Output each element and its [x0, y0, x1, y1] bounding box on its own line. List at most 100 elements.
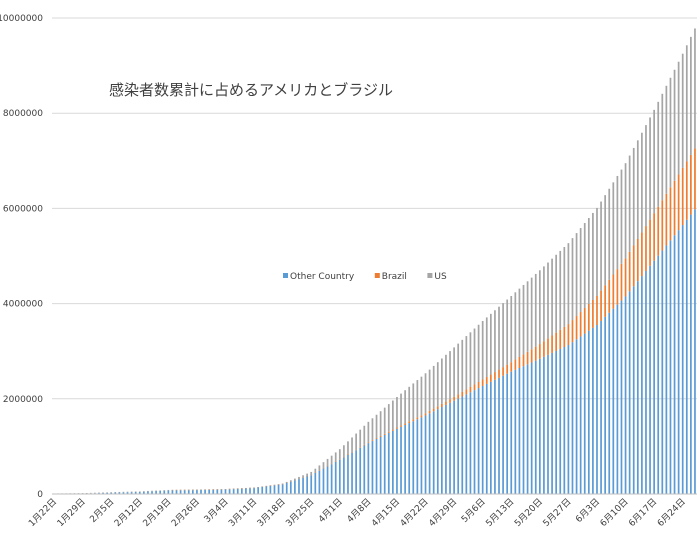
bar-segment-other	[200, 490, 202, 494]
bar-segment-us	[363, 425, 366, 445]
bar-segment-us	[649, 117, 651, 220]
bar-segment-brazil	[636, 239, 639, 282]
bar-segment-other	[383, 434, 386, 494]
x-tick-label: 3月4日	[202, 496, 231, 525]
x-tick-label: 4月22日	[398, 496, 431, 529]
bar-segment-us	[122, 491, 125, 493]
bar-segment-other	[616, 304, 619, 494]
bar-segment-us	[281, 483, 284, 485]
bar-segment-brazil	[657, 206, 660, 256]
bar-segment-us	[632, 147, 635, 246]
bar-segment-brazil	[641, 232, 643, 277]
bar-segment-brazil	[485, 377, 488, 384]
bar-segment-us	[506, 299, 509, 365]
bar-segment-other	[567, 345, 570, 494]
bar-segment-us	[375, 414, 378, 439]
bar-segment-other	[253, 488, 255, 494]
bar-segment-other	[665, 245, 668, 494]
bar-segment-us	[661, 93, 664, 201]
bar-segment-other	[534, 360, 537, 494]
bar-segment-us	[641, 132, 643, 233]
bar-segment-brazil	[338, 459, 341, 460]
x-tick-label: 2月19日	[141, 496, 174, 529]
bar-segment-other	[249, 488, 251, 494]
bar-segment-us	[665, 85, 668, 194]
bar-segment-us	[102, 492, 104, 493]
bar-segment-other	[240, 488, 243, 494]
bar-segment-brazil	[543, 341, 545, 357]
bar-segment-other	[191, 490, 194, 494]
bar-segment-other	[302, 477, 304, 494]
bar-segment-us	[510, 295, 513, 363]
x-tick-label: 6月10日	[598, 496, 631, 529]
bar-segment-other	[298, 479, 300, 494]
legend-label-us: US	[434, 272, 447, 282]
bar-segment-us	[187, 489, 190, 491]
bar-segment-us	[73, 493, 76, 494]
bar-segment-us	[334, 452, 337, 462]
bar-segment-other	[641, 276, 643, 494]
bar-segment-other	[122, 492, 125, 494]
bar-segment-brazil	[334, 461, 337, 462]
bar-segment-brazil	[632, 245, 635, 287]
bar-segment-brazil	[522, 354, 525, 367]
bar-segment-brazil	[677, 174, 680, 231]
bar-segment-other	[449, 402, 451, 494]
bar-segment-brazil	[428, 410, 431, 414]
bar-segment-us	[89, 492, 92, 494]
x-tick-label: 1月22日	[27, 496, 60, 529]
bar-segment-brazil	[424, 413, 427, 416]
bar-segment-brazil	[526, 351, 529, 365]
bar-segment-other	[277, 484, 280, 494]
bar-segment-other	[322, 468, 325, 494]
bar-segment-brazil	[669, 187, 672, 241]
bar-segment-us	[196, 489, 198, 491]
bar-segment-brazil	[383, 433, 386, 435]
bar-segment-brazil	[685, 161, 688, 220]
bar-segment-brazil	[592, 299, 594, 328]
bar-segment-other	[204, 489, 206, 494]
bars-layer	[53, 28, 696, 495]
bar-segment-us	[567, 243, 570, 325]
bar-segment-other	[228, 489, 231, 494]
bar-segment-other	[220, 489, 223, 494]
bar-segment-other	[563, 346, 566, 494]
bar-segment-us	[563, 247, 566, 327]
bar-segment-us	[130, 491, 133, 493]
bar-segment-us	[289, 480, 292, 482]
bar-segment-us	[387, 404, 390, 432]
bar-segment-other	[461, 396, 464, 494]
bar-segment-us	[253, 487, 255, 489]
bar-segment-us	[559, 250, 562, 330]
y-tick-label: 10000000	[0, 14, 43, 24]
bar-segment-us	[543, 266, 545, 342]
bar-segment-us	[547, 262, 549, 339]
bar-segment-other	[142, 491, 145, 494]
bar-segment-other	[457, 398, 460, 494]
bar-segment-brazil	[330, 463, 333, 465]
bar-segment-us	[171, 489, 174, 491]
bar-segment-us	[469, 332, 472, 387]
bar-segment-us	[126, 491, 129, 493]
bar-segment-other	[661, 250, 664, 494]
bar-segment-us	[302, 475, 304, 478]
bar-segment-other	[559, 348, 562, 494]
x-tick-label: 4月8日	[345, 496, 374, 525]
bar-segment-other	[547, 354, 549, 494]
bar-segment-other	[526, 364, 529, 494]
bar-segment-us	[326, 458, 329, 467]
bar-segment-us	[571, 238, 574, 321]
bar-segment-brazil	[371, 440, 374, 442]
bar-segment-brazil	[477, 382, 480, 389]
bar-segment-us	[416, 380, 419, 418]
bar-segment-us	[147, 490, 149, 492]
bar-segment-us	[155, 490, 157, 492]
bar-segment-us	[318, 465, 321, 471]
bar-segment-us	[612, 182, 615, 275]
bar-segment-us	[624, 163, 627, 259]
bar-segment-us	[269, 485, 272, 486]
bar-segment-other	[592, 327, 594, 494]
bar-segment-us	[494, 310, 496, 373]
bar-segment-brazil	[420, 415, 423, 418]
bar-segment-brazil	[404, 423, 406, 425]
